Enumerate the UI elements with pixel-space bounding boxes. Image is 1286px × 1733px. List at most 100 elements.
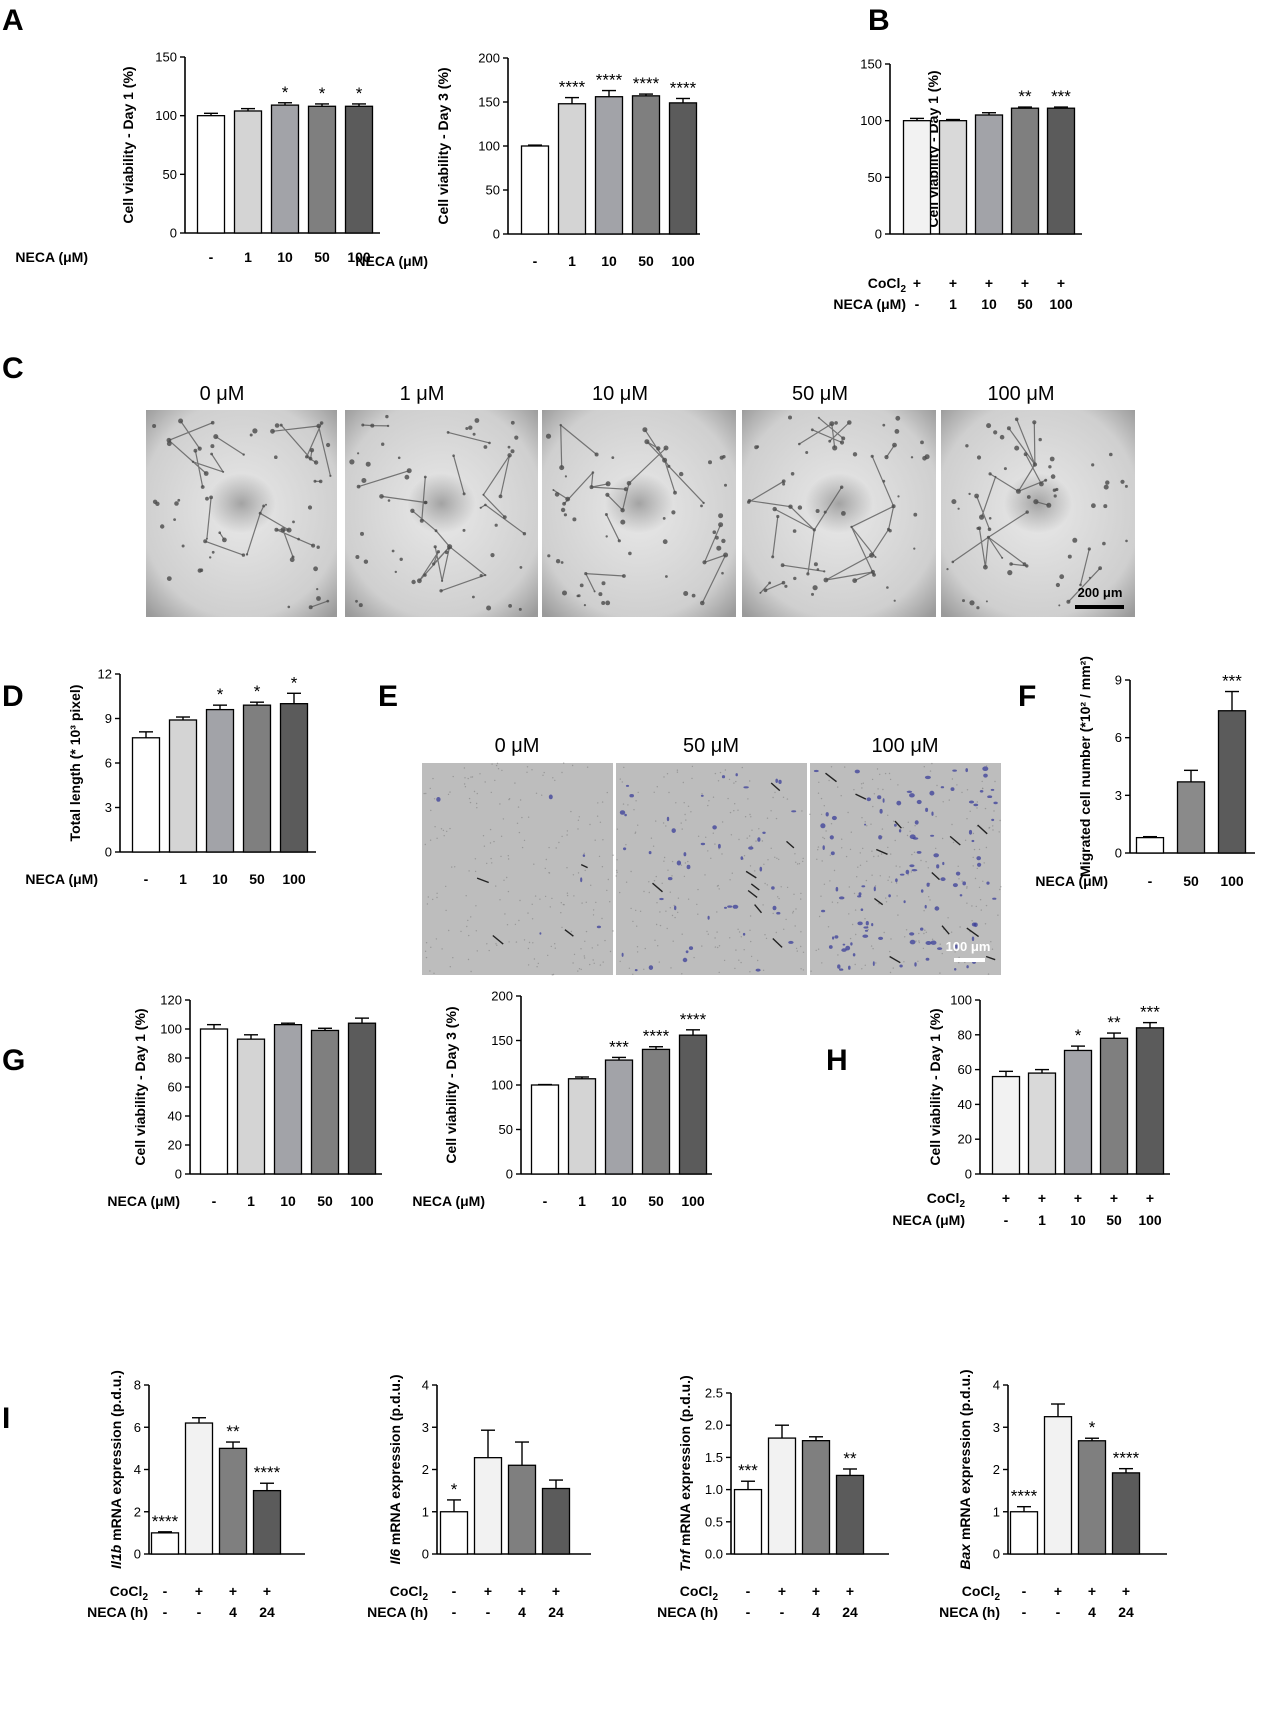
- condition-value: -: [746, 1583, 751, 1599]
- condition-value: +: [985, 275, 993, 291]
- y-tick-label: 150: [155, 50, 177, 65]
- significance-label: ****: [670, 78, 697, 97]
- y-tick-label: 20: [958, 1132, 972, 1147]
- y-tick-label: 0: [875, 227, 882, 242]
- condition-value: 1: [578, 1193, 586, 1209]
- y-tick-label: 200: [491, 989, 513, 1004]
- tube-scale-label: 200 μm: [1078, 585, 1123, 600]
- condition-value: 24: [842, 1604, 858, 1620]
- transwell-label-100um: 100 μM: [871, 735, 938, 757]
- significance-label: *: [282, 83, 289, 102]
- condition-value: +: [263, 1583, 271, 1599]
- panel-letter-e: E: [378, 680, 398, 713]
- bar: [767, 1437, 797, 1555]
- tube-micrograph: [941, 410, 1135, 617]
- transwell-micrograph: [809, 762, 1002, 975]
- condition-value: 4: [518, 1604, 526, 1620]
- condition-value: 1: [179, 871, 187, 887]
- bar: [1010, 107, 1040, 235]
- condition-row-label: NECA (h): [657, 1604, 718, 1620]
- condition-value: +: [846, 1583, 854, 1599]
- y-tick-label: 150: [860, 57, 882, 72]
- chart-d-total-length: 0 3 6 9 12 Total length (* 10³ pixel) * * * NECA …: [25, 667, 316, 887]
- condition-value: 10: [611, 1193, 627, 1209]
- y-tick-label: 1.5: [705, 1450, 723, 1465]
- condition-value: 10: [1070, 1212, 1086, 1228]
- condition-value: -: [1148, 873, 1153, 889]
- y-tick-label: 20: [168, 1138, 182, 1153]
- condition-value: -: [452, 1583, 457, 1599]
- y-tick-label: 9: [1115, 673, 1122, 688]
- bar: [307, 105, 337, 234]
- bar: [1099, 1037, 1129, 1175]
- bar: [252, 1489, 282, 1555]
- condition-value: +: [518, 1583, 526, 1599]
- bar: [218, 1447, 248, 1555]
- condition-row-label: NECA (μM): [892, 1212, 965, 1228]
- panel-letter-g: G: [2, 1044, 25, 1077]
- condition-value: 100: [350, 1193, 374, 1209]
- bar: [1043, 1416, 1073, 1555]
- bar: [604, 1059, 634, 1175]
- bar: [668, 102, 698, 235]
- significance-label: *: [254, 682, 261, 701]
- condition-value: +: [949, 275, 957, 291]
- condition-value: 50: [1017, 296, 1033, 312]
- bar: [801, 1440, 831, 1555]
- condition-value: +: [812, 1583, 820, 1599]
- condition-row-label: CoCl2: [927, 1190, 966, 1210]
- significance-label: ***: [738, 1461, 758, 1480]
- panel-c-tube-formation: 0 μM 1 μM 10 μM 50 μM 100 μM 200 μm: [146, 383, 1135, 617]
- y-tick-label: 3: [422, 1420, 429, 1435]
- y-axis-title: Cell viability - Day 3 (%): [443, 1006, 459, 1163]
- condition-row-label: CoCl2: [868, 275, 907, 295]
- significance-label: ****: [559, 78, 586, 97]
- y-tick-label: 6: [134, 1420, 141, 1435]
- significance-label: ***: [1222, 672, 1242, 691]
- y-tick-label: 50: [486, 183, 500, 198]
- y-tick-label: 0: [965, 1167, 972, 1182]
- condition-value: 10: [280, 1193, 296, 1209]
- transwell-micrograph: [422, 762, 614, 976]
- condition-value: 1: [244, 249, 252, 265]
- bar: [641, 1048, 671, 1175]
- bar: [168, 719, 198, 853]
- condition-value: -: [1022, 1583, 1027, 1599]
- y-tick-label: 0.0: [705, 1547, 723, 1562]
- condition-value: +: [1057, 275, 1065, 291]
- y-axis-title: Cell viability - Day 1 (%): [120, 66, 136, 223]
- y-tick-label: 0: [993, 1547, 1000, 1562]
- condition-row-label: NECA (μM): [833, 296, 906, 312]
- condition-row-label: NECA (h): [939, 1604, 1000, 1620]
- condition-value: -: [533, 253, 538, 269]
- bar: [310, 1029, 340, 1175]
- condition-value: 100: [1220, 873, 1244, 889]
- bar: [273, 1024, 303, 1175]
- condition-row-label: NECA (μM): [25, 871, 98, 887]
- bar: [196, 115, 226, 234]
- y-tick-label: 4: [993, 1378, 1000, 1393]
- y-axis-title: Bax mRNA expression (p.d.u.): [957, 1369, 973, 1569]
- bar: [150, 1532, 180, 1555]
- condition-row-label: NECA (h): [367, 1604, 428, 1620]
- significance-label: *: [451, 1480, 458, 1499]
- condition-row-label: NECA (μM): [107, 1193, 180, 1209]
- y-axis-title: Tnf mRNA expression (p.d.u.): [677, 1375, 693, 1571]
- condition-value: 10: [981, 296, 997, 312]
- condition-value: +: [778, 1583, 786, 1599]
- tube-label-0um: 0 μM: [200, 383, 245, 405]
- bar: [439, 1511, 469, 1555]
- condition-row-label: CoCl2: [390, 1583, 429, 1603]
- condition-value: +: [1110, 1190, 1118, 1206]
- bar: [236, 1038, 266, 1175]
- tube-micrograph: [146, 410, 337, 617]
- condition-value: -: [746, 1604, 751, 1620]
- significance-label: ****: [152, 1512, 179, 1531]
- y-axis-title: Cell viability - Day 1 (%): [927, 1008, 943, 1165]
- condition-value: 24: [548, 1604, 564, 1620]
- y-tick-label: 200: [478, 51, 500, 66]
- condition-value: -: [1004, 1212, 1009, 1228]
- bar: [1077, 1440, 1107, 1555]
- bar: [938, 120, 968, 235]
